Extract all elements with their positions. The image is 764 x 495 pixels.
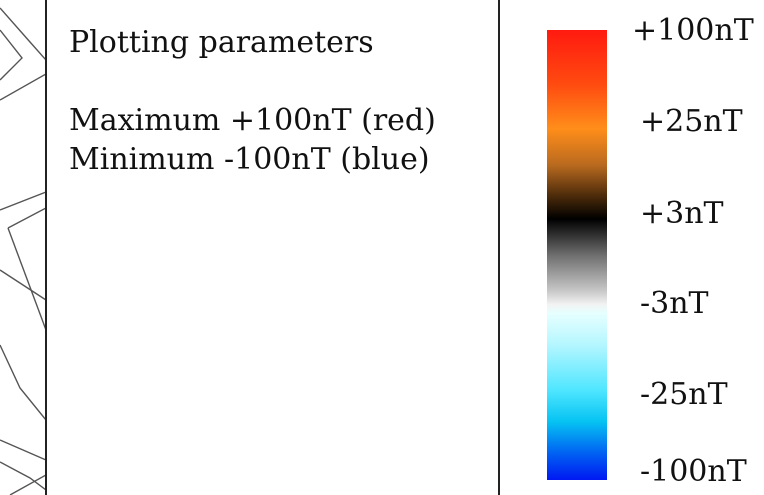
scale-label-plus-3: +3nT — [640, 196, 724, 231]
scale-label-minus-3: -3nT — [640, 286, 709, 321]
map-strip — [0, 7, 46, 495]
scale-label-plus-100: +100nT — [632, 13, 754, 48]
plotting-parameters-panel: Plotting parameters Maximum +100nT (red)… — [45, 0, 500, 495]
map-lines — [0, 7, 46, 495]
scale-label-minus-25: -25nT — [640, 377, 728, 412]
scale-label-plus-25: +25nT — [640, 104, 743, 139]
maximum-parameter: Maximum +100nT (red) — [69, 103, 436, 138]
color-scale-bar — [547, 30, 607, 480]
panel-title: Plotting parameters — [69, 25, 374, 60]
minimum-parameter: Minimum -100nT (blue) — [69, 142, 430, 177]
scale-label-minus-100: -100nT — [640, 454, 747, 489]
